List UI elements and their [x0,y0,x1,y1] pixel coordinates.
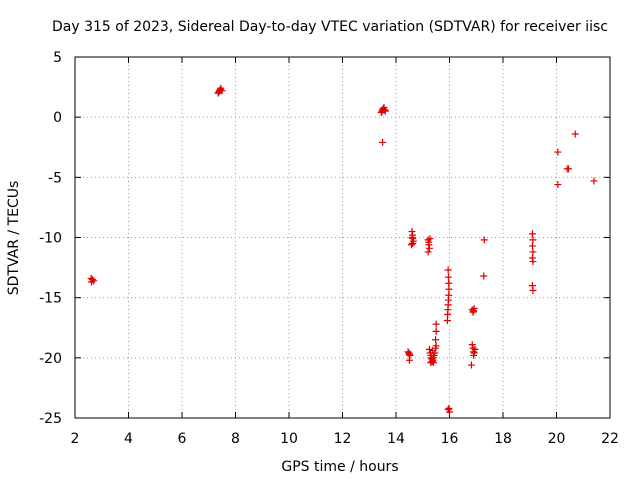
x-tick-label: 16 [441,431,459,447]
data-point [528,230,536,238]
data-point [529,258,537,266]
x-tick-label: 8 [231,431,240,447]
data-point [529,286,537,294]
data-point [444,311,452,319]
x-tick-label: 20 [548,431,566,447]
data-point [443,317,451,325]
data-point [444,266,452,274]
data-point [467,361,475,369]
data-point [554,148,562,156]
data-point [571,130,579,138]
y-tick-label: -25 [39,411,62,427]
y-tick-label: -10 [39,231,62,247]
data-point [470,351,478,359]
data-point [88,278,96,286]
data-point [432,327,440,335]
x-tick-label: 18 [494,431,512,447]
data-point [379,138,387,146]
data-point [432,320,440,328]
data-point [529,248,537,256]
x-tick-label: 4 [124,431,133,447]
x-tick-labels: 2 4 6 8 10 12 14 16 18 20 22 [71,431,619,447]
x-tick-label: 14 [387,431,405,447]
y-tick-label: -15 [39,291,62,307]
data-point [480,236,488,244]
data-point [565,165,573,173]
x-axis-title: GPS time / hours [281,459,398,475]
x-tick-label: 22 [601,431,619,447]
plot-frame [74,56,611,419]
data-point [444,273,452,281]
y-tick-label: 0 [53,110,62,126]
data-point [432,336,440,344]
data-point [405,356,413,364]
data-point [468,341,476,349]
x-tick-label: 2 [71,431,80,447]
data-points [87,84,598,416]
data-point [425,345,433,353]
y-tick-labels: -25 -20 -15 -10 -5 0 5 [39,50,62,427]
data-point [424,248,432,256]
data-point [469,308,477,316]
grid [75,57,610,418]
data-point [445,285,453,293]
chart-title: Day 315 of 2023, Sidereal Day-to-day VTE… [52,19,608,35]
x-tick-label: 6 [178,431,187,447]
data-point [471,345,479,353]
data-point [554,181,562,189]
y-tick-label: -5 [48,170,62,186]
data-point [529,236,537,244]
data-point [381,107,389,115]
data-point [409,240,417,248]
data-point [590,177,598,185]
data-point [428,357,436,365]
data-point [426,235,434,243]
data-point [528,242,536,250]
y-axis-title: SDTVAR / TECUs [6,181,22,296]
data-point [408,234,416,241]
data-point [425,244,433,252]
y-tick-label: 5 [53,50,62,66]
data-point [445,279,453,287]
data-point [470,304,478,312]
data-point [218,87,226,95]
data-point [445,404,453,412]
data-point [432,342,440,350]
x-tick-label: 10 [280,431,298,447]
x-tick-label: 12 [334,431,352,447]
data-point [408,241,416,249]
y-tick-label: -20 [39,351,62,367]
data-point [480,272,488,280]
data-point [429,359,437,367]
